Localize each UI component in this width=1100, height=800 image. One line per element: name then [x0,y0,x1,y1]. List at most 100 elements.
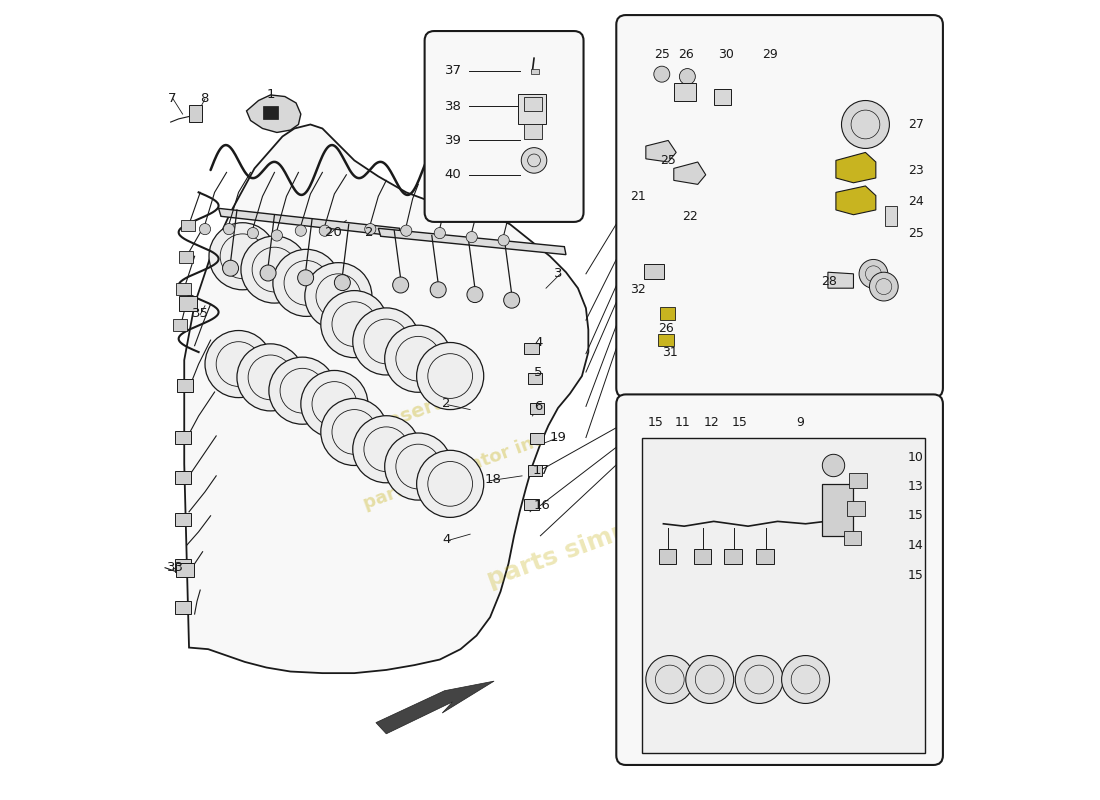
Text: 29: 29 [762,49,778,62]
Circle shape [417,342,484,410]
Text: 26: 26 [678,49,693,62]
Text: 33: 33 [167,562,184,574]
Circle shape [823,454,845,477]
Text: 25: 25 [660,154,676,167]
Circle shape [222,260,239,276]
Circle shape [321,398,388,466]
Circle shape [199,223,210,234]
Bar [528,373,542,384]
Circle shape [842,101,890,149]
Bar [531,70,539,74]
Bar [175,431,190,444]
Text: 31: 31 [662,346,678,358]
Text: parts simulator: parts simulator [484,495,696,592]
Circle shape [685,655,734,703]
Bar [645,264,664,278]
Text: 25: 25 [653,49,670,62]
Bar [822,484,854,536]
Text: 14: 14 [908,539,924,552]
Text: 40: 40 [444,168,461,182]
Text: 15: 15 [733,416,748,429]
Circle shape [260,265,276,281]
Bar [189,105,201,122]
Text: 37: 37 [444,65,462,78]
Circle shape [305,262,372,330]
Text: parts simulator inc: parts simulator inc [361,430,547,513]
Circle shape [653,66,670,82]
Bar [177,379,192,392]
Bar [525,97,542,111]
Bar [674,83,696,101]
Circle shape [521,148,547,173]
Bar [849,474,867,488]
Circle shape [782,655,829,703]
Circle shape [319,225,330,236]
Circle shape [417,450,484,518]
Bar [179,296,197,310]
Bar [528,465,542,476]
Text: 38: 38 [444,100,462,113]
Text: 32: 32 [630,283,646,296]
Bar [176,283,190,294]
Text: 11: 11 [674,416,691,429]
Bar [641,438,925,753]
Circle shape [353,308,420,375]
Polygon shape [219,208,400,236]
Text: 28: 28 [822,275,837,288]
Text: 27: 27 [908,118,924,131]
Bar [178,251,192,262]
Bar [173,319,187,330]
Polygon shape [184,125,588,673]
Circle shape [385,325,452,392]
Circle shape [223,223,234,234]
Bar [182,219,196,230]
Text: 21: 21 [630,190,646,203]
Circle shape [466,231,477,242]
Circle shape [646,655,694,703]
Circle shape [295,225,307,236]
Circle shape [241,236,308,303]
Text: 8: 8 [200,92,209,105]
Polygon shape [376,681,494,734]
Circle shape [353,416,420,482]
Bar [886,206,898,226]
Circle shape [859,259,888,288]
Bar [530,403,544,414]
Text: 25: 25 [908,227,924,240]
Circle shape [400,225,411,236]
Bar [844,531,861,546]
Bar [847,502,865,516]
Bar [525,342,539,354]
Bar [175,559,190,572]
Bar [525,125,542,139]
Text: 15: 15 [648,416,663,429]
Circle shape [298,270,314,286]
Text: 1: 1 [266,89,275,102]
Bar [525,499,539,510]
Circle shape [209,222,276,290]
Text: 4: 4 [534,336,542,349]
Bar [175,514,190,526]
Text: 35: 35 [192,307,209,320]
Circle shape [504,292,519,308]
Bar [660,307,674,320]
Text: 17: 17 [532,464,549,477]
Circle shape [869,272,899,301]
Circle shape [272,230,283,241]
Text: 30: 30 [717,49,734,62]
Circle shape [334,274,350,290]
Text: 19: 19 [550,431,566,444]
Text: a maserati: a maserati [348,387,464,445]
Circle shape [434,227,446,238]
Text: 12: 12 [703,416,719,429]
Polygon shape [378,228,566,254]
Bar [263,106,278,119]
Circle shape [466,286,483,302]
Polygon shape [674,162,706,184]
Circle shape [365,223,376,234]
Bar [518,94,546,125]
Text: 2: 2 [365,226,373,238]
Circle shape [680,69,695,85]
Circle shape [385,433,452,500]
Text: 39: 39 [444,134,462,147]
